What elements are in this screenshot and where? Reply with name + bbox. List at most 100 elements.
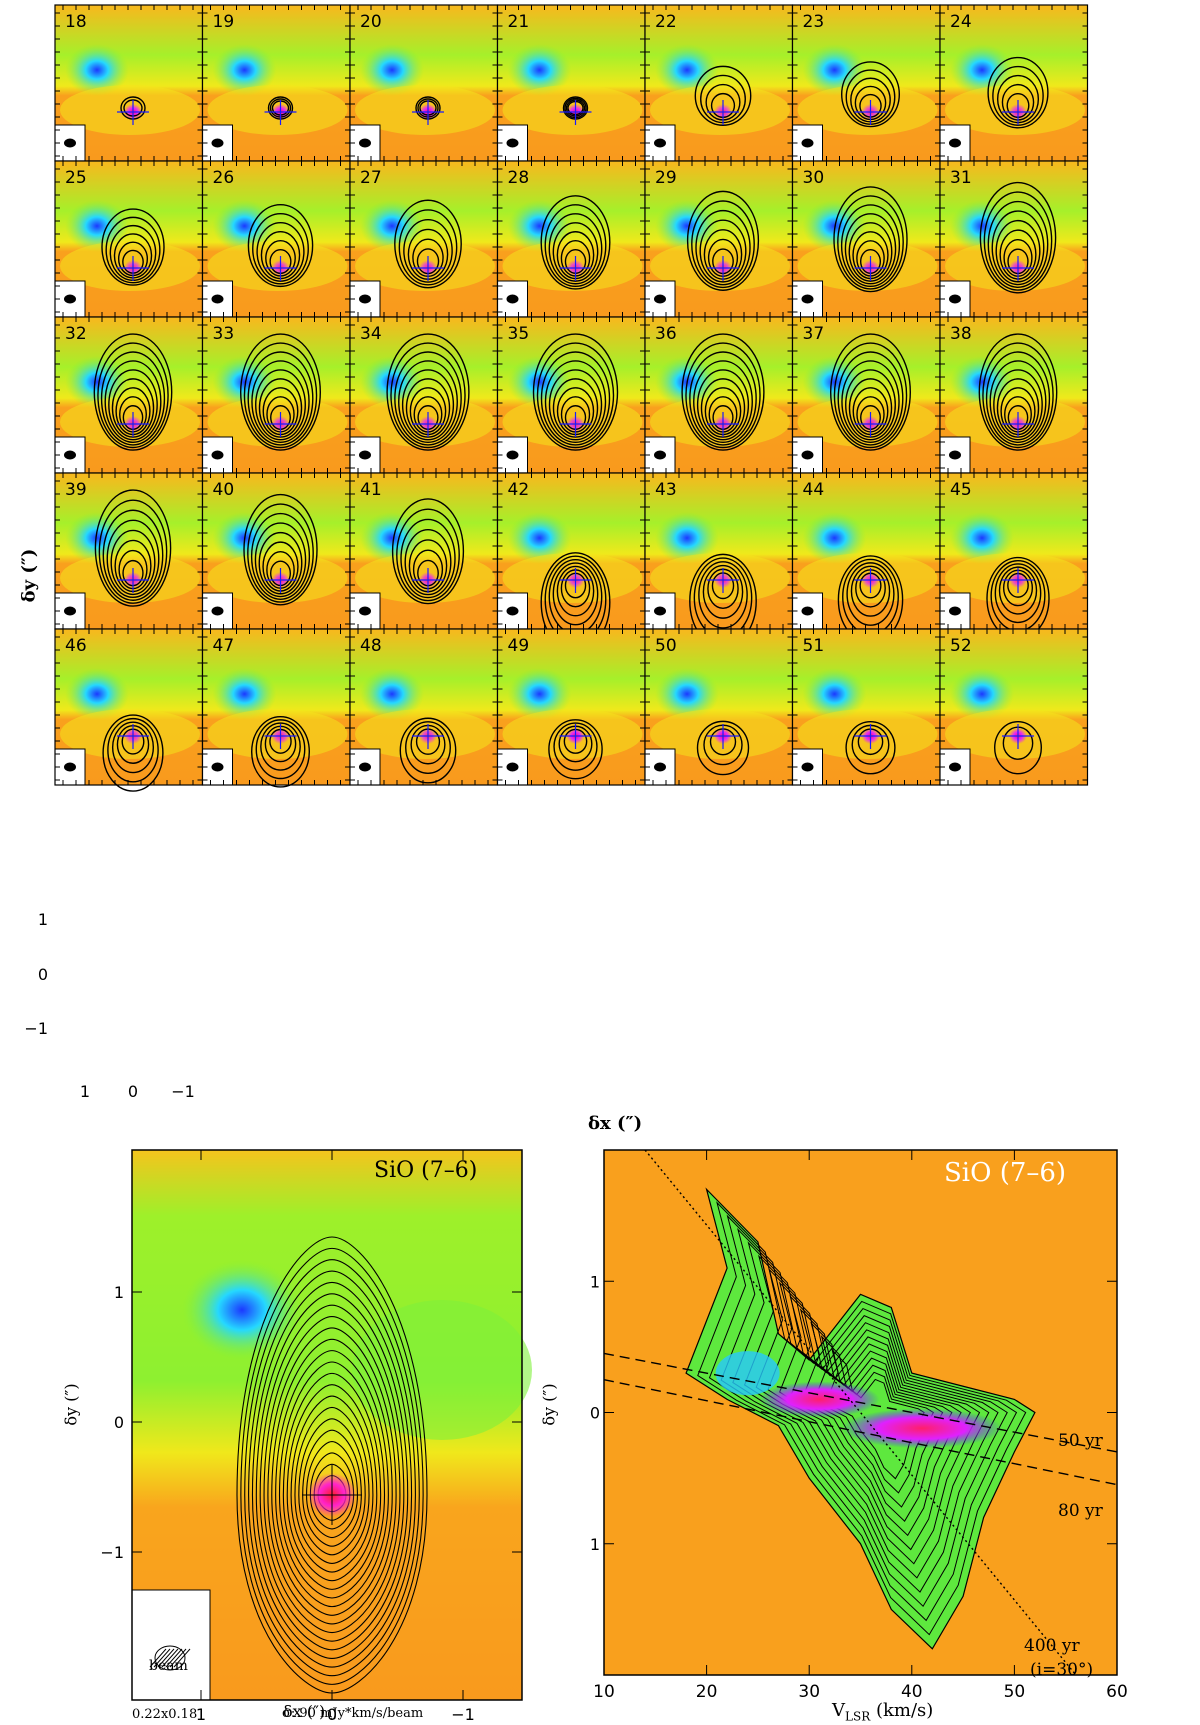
contour-line — [244, 1259, 420, 1677]
grid-x-tick-label: 0 — [128, 1082, 138, 1101]
contour-line — [552, 222, 599, 282]
contour-line — [991, 210, 1045, 286]
map-frame — [131, 1149, 523, 1701]
grid-y-tick-label: −1 — [24, 1019, 48, 1038]
channel-panel: 43 — [644, 472, 794, 649]
beam-ellipse — [506, 138, 519, 148]
contour-line — [252, 212, 309, 285]
contour-line — [691, 200, 755, 289]
left-x-tick-label: −1 — [451, 1705, 475, 1724]
blue-emission-blob — [655, 200, 719, 252]
contour-line — [255, 719, 306, 780]
contour-line — [548, 213, 603, 285]
annotation-80yr: 80 yr — [1058, 1501, 1103, 1521]
beam-ellipse — [64, 450, 76, 460]
contour-line — [552, 378, 599, 438]
contour-line — [689, 351, 757, 446]
right-y-tick-label: −1 — [590, 1535, 600, 1554]
beam-size: 0.22x0.18 — [132, 1707, 198, 1722]
right-x-tick-label: 60 — [1106, 1682, 1128, 1702]
contour-line — [405, 378, 451, 438]
blue-emission-blob — [950, 44, 1014, 96]
right-y-tick-label: 0 — [590, 1404, 600, 1423]
beam-ellipse — [506, 762, 519, 772]
beam-ellipse — [64, 138, 76, 148]
blue-emission-blob — [65, 356, 129, 408]
contour-line — [848, 378, 893, 438]
contour-line — [405, 721, 451, 774]
annotation-inclination: (i=30°) — [1030, 1660, 1094, 1680]
contour-line — [260, 722, 301, 771]
channel-panel: 25 — [54, 160, 204, 318]
model-line — [603, 1352, 1118, 1453]
channel-velocity-label: 31 — [950, 168, 972, 188]
channel-panel: 51 — [791, 628, 941, 786]
blue-emission-blob — [360, 512, 424, 564]
model-line — [644, 1149, 1077, 1676]
contour-line — [98, 499, 168, 604]
channel-panel: 42 — [496, 472, 646, 653]
beam-inset — [131, 1589, 211, 1701]
channel-velocity-label: 38 — [950, 324, 972, 344]
contour-line — [700, 378, 746, 438]
beam-ellipse — [64, 294, 76, 304]
channel-velocity-label: 29 — [655, 168, 677, 188]
blue-emission-blob — [212, 356, 277, 408]
contour-line — [995, 219, 1041, 283]
contour-line — [243, 342, 318, 449]
beam-ellipse — [359, 450, 371, 460]
channel-panel: 40 — [201, 472, 351, 630]
left-x-tick-label: 0 — [327, 1705, 337, 1724]
beam-ellipse — [359, 138, 371, 148]
left-x-label: δx (″) — [283, 1702, 326, 1721]
channel-panel: 30 — [791, 160, 941, 318]
contour-line — [294, 1406, 370, 1565]
contour-line — [100, 351, 166, 446]
contour-line — [696, 369, 750, 441]
contour-line — [251, 1281, 413, 1660]
right-y-tick-label: 1 — [590, 1272, 600, 1291]
contour-line — [987, 56, 1049, 129]
channel-map-grid: 18 19 20 21 22 23 24 25 26 27 28 29 30 31 32 33 34 35 36 37… — [24, 4, 1089, 1101]
blue-emission-blob — [655, 44, 719, 96]
blue-emission-blob — [360, 200, 424, 252]
contour-line — [105, 216, 161, 284]
beam-ellipse — [654, 138, 666, 148]
channel-panel: 21 — [496, 4, 646, 162]
channel-velocity-label: 22 — [655, 12, 677, 32]
channel-velocity-label: 18 — [65, 12, 87, 32]
beam-ellipse — [154, 1645, 186, 1671]
left-panel-title: SiO (7–6) — [374, 1158, 478, 1183]
contour-line — [394, 351, 462, 446]
beam-ellipse — [801, 138, 814, 148]
beam-ellipse — [211, 294, 224, 304]
contour-line — [255, 369, 306, 441]
channel-panel: 27 — [349, 160, 499, 318]
contour-line — [548, 369, 603, 441]
contour-line — [282, 1372, 382, 1590]
contour-line — [732, 1241, 999, 1593]
blue-emission-blob — [507, 512, 572, 564]
integrated-map-panel: 1 0 −1 1 0 −1 — [100, 1149, 532, 1724]
green-emission-region — [352, 1300, 532, 1440]
channel-panel: 28 — [496, 160, 646, 318]
channel-velocity-label: 19 — [213, 12, 235, 32]
channel-panel: 20 — [349, 4, 499, 162]
beam-ellipse — [506, 294, 519, 304]
contour-line — [540, 351, 611, 446]
contour-line — [400, 518, 456, 599]
right-x-tick-label: 50 — [1004, 1682, 1026, 1702]
beam-ellipse — [506, 450, 519, 460]
contour-line — [236, 1236, 428, 1694]
channel-velocity-label: 47 — [213, 636, 235, 656]
channel-velocity-label: 25 — [65, 168, 87, 188]
channel-velocity-label: 39 — [65, 480, 87, 500]
beam-ellipse — [654, 606, 666, 616]
channel-velocity-label: 30 — [803, 168, 825, 188]
beam-hatch — [169, 1648, 187, 1668]
contour-line — [94, 489, 172, 607]
contour-line — [693, 360, 753, 443]
contour-line — [93, 333, 173, 451]
left-y-tick-label: 1 — [114, 1283, 124, 1302]
